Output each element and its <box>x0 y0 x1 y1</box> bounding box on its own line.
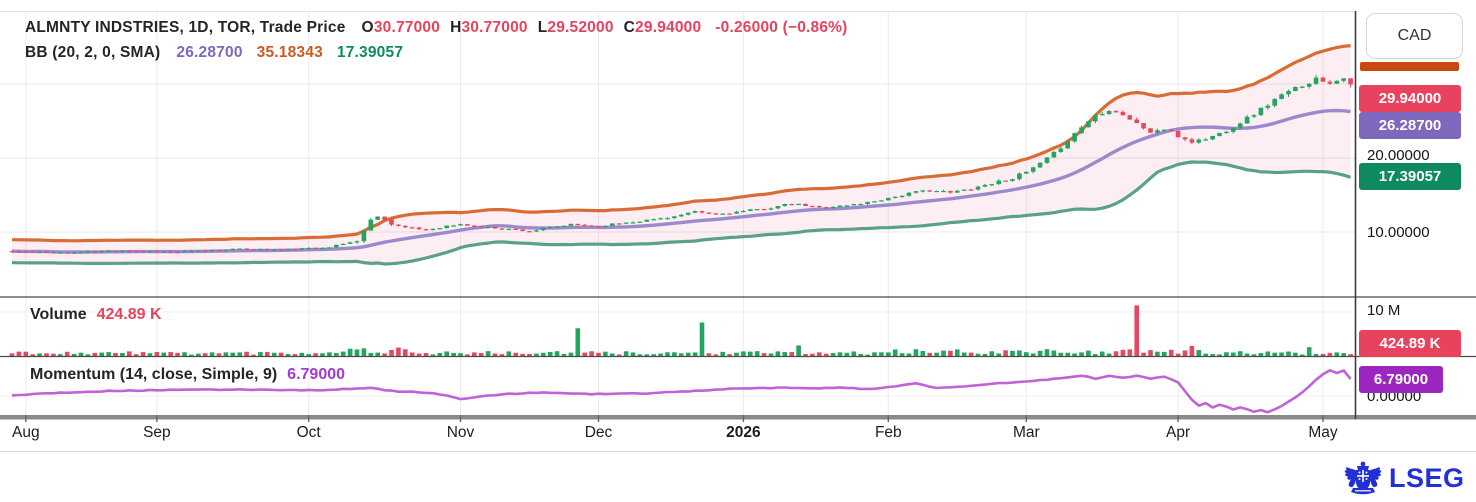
volume-panel-label-row: Volume 424.89 K <box>30 306 162 324</box>
x-label-Dec: Dec <box>584 424 613 441</box>
lseg-logo-text: LSEG <box>1389 463 1465 493</box>
bb-mid-badge: 26.28700 <box>1359 112 1461 139</box>
bb-value-1: 35.18343 <box>256 44 323 61</box>
x-label-Apr: Apr <box>1166 424 1191 441</box>
instrument-title: ALMNTY INDSTRIES, 1D, TOR, Trade Price <box>25 19 346 36</box>
price-tick-20.00000: 20.00000 <box>1367 147 1430 164</box>
ohlc-label-l: L <box>537 19 548 36</box>
ohlc-value-c: 29.94000 <box>635 19 702 36</box>
momentum-panel-label-row: Momentum (14, close, Simple, 9) 6.79000 <box>30 366 345 384</box>
ohlc-value-h: 30.77000 <box>461 19 528 36</box>
volume-label: Volume <box>30 306 87 323</box>
bb-indicator-label: BB (20, 2, 0, SMA) <box>25 44 161 61</box>
indicator-title-row: BB (20, 2, 0, SMA) 26.28700 35.18343 17.390… <box>25 44 421 62</box>
price-scale[interactable]: CAD 20.00000 10.00000 10 M 0.00000 29.94000 2… <box>1355 0 1476 452</box>
x-label-Sep: Sep <box>143 424 171 441</box>
change-value: -0.26000 (−0.86%) <box>715 19 848 36</box>
ohlc-values: O30.77000 H30.77000 L29.52000 C29.94000 <box>362 19 712 36</box>
bb-value-2: 17.39057 <box>336 44 404 61</box>
chart-title-row: ALMNTY INDSTRIES, 1D, TOR, Trade Price O3… <box>25 19 852 37</box>
momentum-label: Momentum (14, close, Simple, 9) <box>30 366 278 383</box>
x-label-Aug: Aug <box>12 424 40 441</box>
last-price-badge: 29.94000 <box>1359 85 1461 112</box>
x-label-Mar: Mar <box>1012 424 1040 441</box>
x-label-Feb: Feb <box>874 424 902 441</box>
ohlc-label-c: C <box>623 19 636 36</box>
time-axis[interactable]: Aug Sep Oct Nov Dec 2026 Feb Mar Apr May <box>0 420 1355 451</box>
lseg-crest-icon <box>1344 461 1382 495</box>
lseg-logo: LSEG <box>1343 460 1465 497</box>
bb-lower-badge: 17.39057 <box>1359 163 1461 190</box>
ohlc-label-o: O <box>361 19 374 36</box>
price-tick-10.00000: 10.00000 <box>1367 224 1430 241</box>
x-label-2026: 2026 <box>726 424 761 441</box>
bb-value-0: 26.28700 <box>176 44 243 61</box>
volume-tick-10 M: 10 M <box>1367 302 1401 319</box>
volume-badge: 424.89 K <box>1359 330 1461 357</box>
x-label-Nov: Nov <box>446 424 475 441</box>
momentum-badge: 6.79000 <box>1359 366 1443 393</box>
volume-value: 424.89 K <box>96 306 162 323</box>
ohlc-value-l: 29.52000 <box>547 19 614 36</box>
ohlc-label-h: H <box>450 19 462 36</box>
bb-upper-badge-clipped <box>1360 62 1459 71</box>
currency-box[interactable]: CAD <box>1366 13 1463 59</box>
x-label-May: May <box>1308 424 1338 441</box>
ohlc-value-o: 30.77000 <box>373 19 441 36</box>
x-label-Oct: Oct <box>296 424 321 441</box>
bb-values: 26.28700 35.18343 17.39057 <box>176 44 417 61</box>
momentum-value: 6.79000 <box>287 366 346 383</box>
